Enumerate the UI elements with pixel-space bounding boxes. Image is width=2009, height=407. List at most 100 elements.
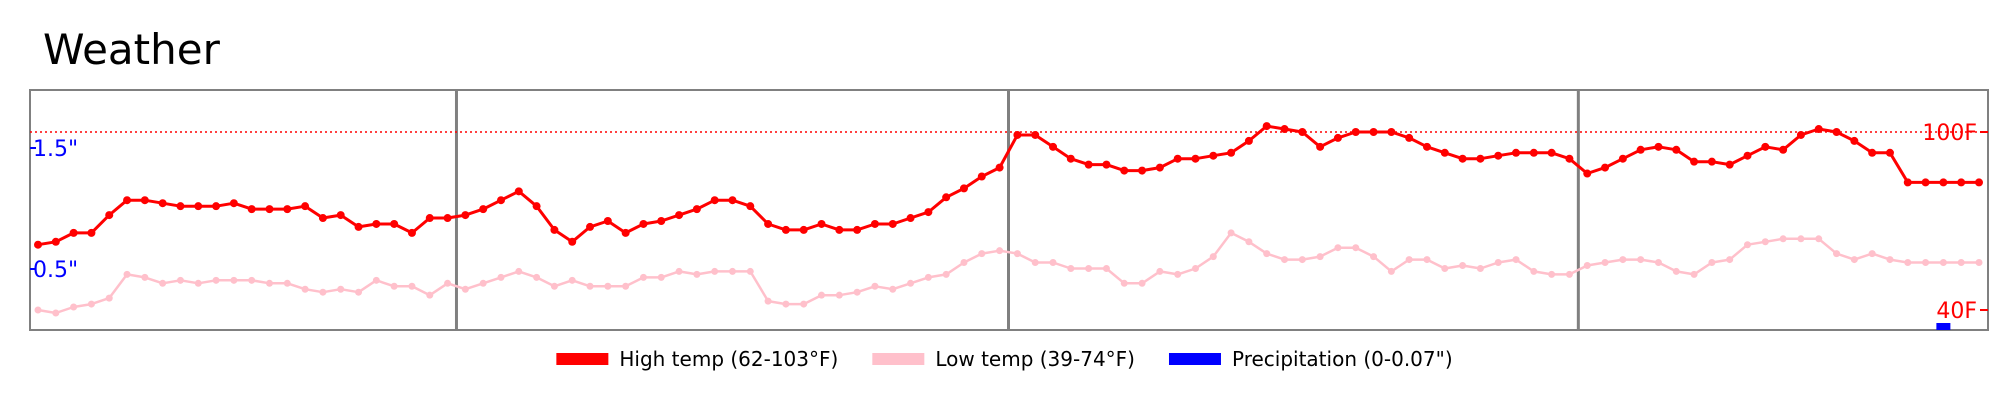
high-temp-point-81 — [1458, 154, 1467, 163]
high-temp-point-28 — [514, 187, 523, 196]
low-temp-point-14 — [265, 279, 273, 287]
high-temp-point-4 — [87, 228, 96, 237]
low-temp-point-13 — [248, 276, 256, 284]
high-temp-point-47 — [853, 225, 862, 234]
high-temp-point-104 — [1868, 148, 1877, 157]
low-temp-point-65 — [1174, 270, 1182, 278]
low-temp-point-63 — [1138, 279, 1146, 287]
low-temp-point-75 — [1352, 244, 1360, 252]
high-temp-point-97 — [1743, 151, 1752, 160]
legend-swatch-precipitation — [1168, 353, 1221, 365]
high-temp-point-19 — [354, 222, 363, 231]
low-temp-point-38 — [693, 270, 701, 278]
high-temp-point-22 — [407, 228, 416, 237]
low-temp-point-70 — [1263, 250, 1271, 258]
low-temp-point-57 — [1031, 259, 1039, 267]
low-temp-point-45 — [818, 291, 826, 299]
low-temp-point-23 — [426, 291, 434, 299]
precip-tick-label-1: 1.5" — [33, 137, 78, 162]
high-temp-point-42 — [764, 219, 773, 228]
low-temp-point-71 — [1281, 256, 1289, 264]
high-temp-point-110 — [1975, 178, 1983, 187]
high-temp-point-99 — [1779, 145, 1788, 154]
low-temp-point-73 — [1316, 253, 1324, 261]
high-temp-point-89 — [1601, 163, 1610, 172]
high-temp-point-106 — [1903, 178, 1912, 187]
low-temp-point-47 — [853, 288, 861, 296]
low-temp-point-8 — [159, 279, 167, 287]
high-temp-point-16 — [301, 202, 310, 211]
low-temp-point-56 — [1013, 250, 1021, 258]
low-temp-point-87 — [1565, 270, 1573, 278]
low-temp-point-11 — [212, 276, 220, 284]
low-temp-point-5 — [105, 294, 113, 302]
low-temp-point-43 — [782, 300, 790, 308]
high-temp-point-75 — [1351, 128, 1360, 136]
low-temp-point-83 — [1494, 259, 1502, 267]
low-temp-point-12 — [230, 276, 238, 284]
low-temp-point-31 — [568, 276, 576, 284]
low-temp-point-4 — [87, 300, 95, 308]
low-temp-point-98 — [1761, 238, 1769, 246]
high-temp-point-1 — [34, 240, 42, 249]
low-temp-point-64 — [1156, 267, 1164, 275]
high-temp-point-36 — [657, 217, 666, 225]
low-temp-point-62 — [1120, 279, 1128, 287]
high-temp-point-2 — [51, 237, 60, 246]
low-temp-point-92 — [1654, 259, 1662, 267]
high-temp-point-64 — [1155, 163, 1164, 172]
low-temp-point-102 — [1833, 250, 1841, 258]
plot-area: 100F 40F 1.5" 0.5" — [29, 89, 1989, 331]
high-temp-point-98 — [1761, 142, 1770, 151]
low-temp-point-96 — [1726, 256, 1734, 264]
high-temp-point-78 — [1405, 133, 1414, 142]
high-temp-point-57 — [1031, 130, 1040, 139]
high-temp-point-101 — [1814, 125, 1823, 134]
high-temp-point-61 — [1102, 160, 1111, 169]
high-temp-point-32 — [586, 222, 595, 231]
low-temp-point-2 — [52, 309, 60, 317]
high-temp-point-82 — [1476, 154, 1485, 163]
low-temp-point-90 — [1619, 256, 1627, 264]
low-temp-point-7 — [141, 273, 149, 281]
high-temp-point-109 — [1957, 178, 1966, 187]
low-temp-point-97 — [1744, 241, 1752, 249]
low-temp-point-34 — [622, 282, 630, 290]
high-temp-point-60 — [1084, 160, 1093, 169]
high-temp-point-17 — [318, 214, 327, 223]
high-temp-point-95 — [1707, 157, 1716, 166]
low-temp-point-28 — [515, 267, 523, 275]
low-temp-point-46 — [835, 291, 843, 299]
low-temp-point-68 — [1227, 229, 1235, 237]
high-temp-point-96 — [1725, 160, 1734, 169]
high-temp-point-7 — [140, 196, 149, 205]
low-temp-point-99 — [1779, 235, 1787, 243]
low-temp-point-95 — [1708, 259, 1716, 267]
low-temp-point-93 — [1672, 267, 1680, 275]
high-temp-point-34 — [621, 228, 630, 237]
high-temp-point-85 — [1529, 148, 1538, 157]
low-temp-point-25 — [461, 285, 469, 293]
low-temp-point-29 — [533, 273, 541, 281]
high-temp-point-26 — [479, 205, 488, 214]
low-temp-point-33 — [604, 282, 612, 290]
high-temp-point-25 — [461, 211, 470, 220]
high-temp-point-6 — [123, 196, 132, 205]
high-temp-point-8 — [158, 199, 167, 208]
high-temp-point-21 — [390, 219, 399, 228]
high-temp-point-10 — [194, 202, 203, 211]
low-temp-point-82 — [1476, 264, 1484, 272]
low-temp-point-104 — [1868, 250, 1876, 258]
low-temp-point-48 — [871, 282, 879, 290]
high-temp-point-84 — [1512, 148, 1521, 157]
low-temp-point-40 — [728, 267, 736, 275]
low-temp-point-44 — [800, 300, 808, 308]
high-temp-point-59 — [1066, 154, 1075, 163]
low-temp-point-109 — [1957, 259, 1965, 267]
low-temp-point-94 — [1690, 270, 1698, 278]
legend-label-low-temp: Low temp (39-74°F) — [935, 347, 1135, 371]
low-temp-point-18 — [337, 285, 345, 293]
high-temp-point-87 — [1565, 154, 1574, 163]
high-temp-point-105 — [1885, 148, 1894, 157]
